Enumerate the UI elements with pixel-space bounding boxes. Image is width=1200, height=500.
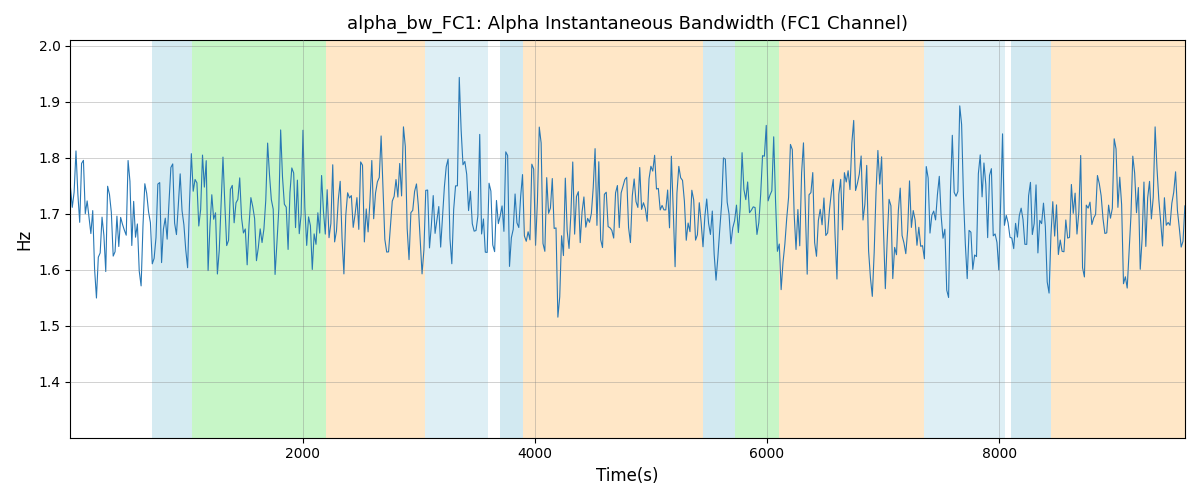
Bar: [1010, 40, 1051, 438]
Bar: [151, 40, 192, 438]
Bar: [192, 40, 326, 438]
Bar: [500, 40, 523, 438]
Bar: [1051, 40, 1186, 438]
Bar: [326, 40, 425, 438]
Bar: [779, 40, 924, 438]
Bar: [425, 40, 488, 438]
Bar: [924, 40, 1006, 438]
Title: alpha_bw_FC1: Alpha Instantaneous Bandwidth (FC1 Channel): alpha_bw_FC1: Alpha Instantaneous Bandwi…: [347, 15, 908, 34]
Bar: [523, 40, 703, 438]
Bar: [703, 40, 734, 438]
Bar: [734, 40, 779, 438]
Y-axis label: Hz: Hz: [14, 228, 32, 250]
X-axis label: Time(s): Time(s): [596, 467, 659, 485]
